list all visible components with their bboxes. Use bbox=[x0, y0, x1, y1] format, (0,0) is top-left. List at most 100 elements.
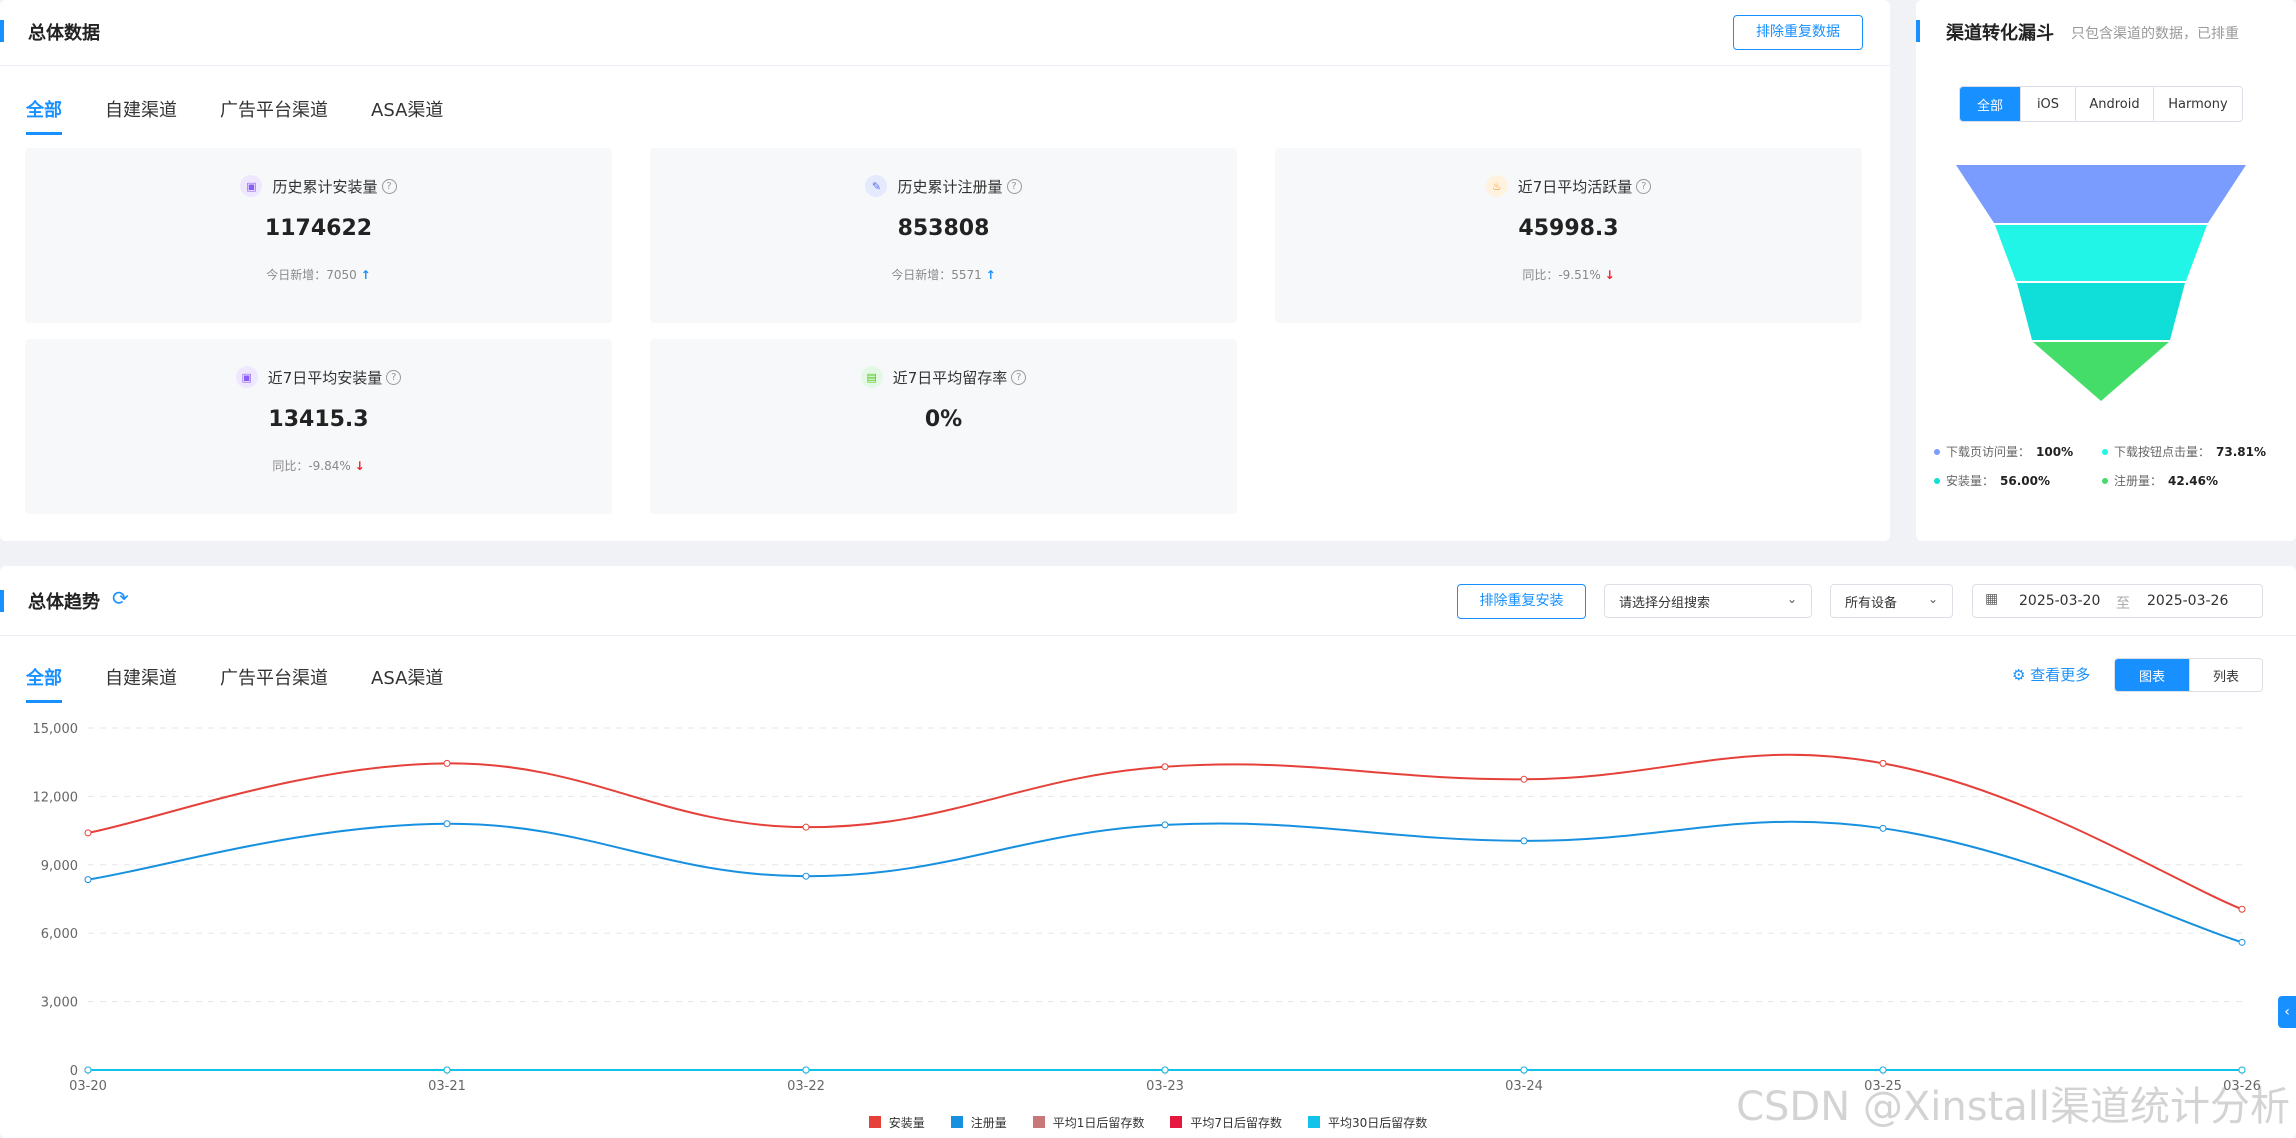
funnel-legend-installs: 安装量： 56.00% bbox=[1934, 472, 2050, 489]
tab-ad-platform[interactable]: 广告平台渠道 bbox=[220, 100, 328, 121]
data-point bbox=[443, 759, 451, 767]
help-icon[interactable]: ? bbox=[1006, 178, 1022, 194]
date-range-picker[interactable]: ▦ 2025-03-20 至 2025-03-26 bbox=[1972, 584, 2263, 618]
help-icon[interactable]: ? bbox=[386, 369, 402, 385]
card-value: 13415.3 bbox=[268, 407, 369, 432]
trend-panel: 总体趋势 ⟳ 排除重复安装 请选择分组搜索 ⌄ 所有设备 ⌄ ▦ 2025-03… bbox=[0, 566, 2296, 1138]
platform-tabs: 全部 iOS Android Harmony bbox=[1959, 86, 2243, 122]
stat-card-avg-retention: ▤ 近7日平均留存率 ? 0% bbox=[650, 339, 1237, 514]
data-point bbox=[1879, 759, 1887, 767]
legend-dot bbox=[1934, 448, 1940, 455]
legend-item-2[interactable]: 平均1日后留存数 bbox=[1032, 1114, 1144, 1131]
card-sub: 同比：-9.51% ↓ bbox=[1522, 268, 1615, 282]
card-label: 历史累计安装量 bbox=[272, 177, 378, 196]
data-point bbox=[1520, 1066, 1528, 1074]
platform-tab-harmony[interactable]: Harmony bbox=[2168, 96, 2228, 112]
legend-item-1[interactable]: 注册量 bbox=[950, 1114, 1007, 1131]
edit-icon: ✎ bbox=[865, 175, 888, 197]
device-select[interactable]: 所有设备 ⌄ bbox=[1830, 584, 1953, 618]
card-sub: 今日新增：5571 ↑ bbox=[891, 268, 996, 282]
legend-item-0[interactable]: 安装量 bbox=[868, 1114, 925, 1131]
trend-title: 总体趋势 bbox=[28, 592, 100, 613]
arrow-up-icon: ↑ bbox=[360, 268, 371, 282]
funnel-legend-registrations: 注册量： 42.46% bbox=[2102, 472, 2218, 489]
chevron-down-icon: ⌄ bbox=[1786, 592, 1797, 606]
trend-tabs: 全部 自建渠道 广告平台渠道 ASA渠道 bbox=[26, 664, 486, 703]
data-point bbox=[2238, 938, 2246, 946]
dedupe-install-button[interactable]: 排除重复安装 bbox=[1457, 584, 1586, 619]
install-icon: ▣ bbox=[240, 175, 263, 197]
data-point bbox=[2238, 905, 2246, 913]
title-accent-bar bbox=[0, 20, 4, 42]
data-point bbox=[443, 1066, 451, 1074]
legend-label: 注册量 bbox=[970, 1116, 1007, 1130]
data-point bbox=[84, 1066, 92, 1074]
data-point bbox=[802, 872, 810, 880]
platform-tab-ios[interactable]: iOS bbox=[2021, 87, 2076, 121]
funnel-level-3 bbox=[2017, 283, 2185, 340]
legend-item-4[interactable]: 平均30日后留存数 bbox=[1308, 1114, 1427, 1131]
gear-icon: ⚙ bbox=[2012, 666, 2026, 684]
view-more-link[interactable]: ⚙ 查看更多 bbox=[2012, 666, 2091, 684]
card-label: 历史累计注册量 bbox=[897, 177, 1003, 196]
data-point bbox=[802, 823, 810, 831]
tab-ad-platform[interactable]: 广告平台渠道 bbox=[220, 668, 328, 689]
card-value: 45998.3 bbox=[1518, 216, 1619, 241]
funnel-title: 渠道转化漏斗 bbox=[1946, 23, 2054, 44]
tab-all[interactable]: 全部 bbox=[26, 664, 62, 703]
date-separator: 至 bbox=[2116, 596, 2130, 612]
help-icon[interactable]: ? bbox=[381, 178, 397, 194]
title-accent-bar bbox=[1916, 20, 1920, 42]
y-tick-label: 15,000 bbox=[33, 722, 79, 737]
overview-panel: 总体数据 排除重复数据 全部 自建渠道 广告平台渠道 ASA渠道 ▣ 历史累计安… bbox=[0, 0, 1890, 541]
tab-self-built[interactable]: 自建渠道 bbox=[105, 668, 177, 689]
x-tick-label: 03-20 bbox=[69, 1079, 107, 1094]
group-select[interactable]: 请选择分组搜索 ⌄ bbox=[1604, 584, 1812, 618]
card-label: 近7日平均留存率 bbox=[892, 368, 1008, 387]
date-end[interactable]: 2025-03-26 bbox=[2147, 593, 2229, 609]
legend-swatch bbox=[950, 1116, 963, 1128]
refresh-icon[interactable]: ⟳ bbox=[112, 586, 129, 610]
legend-dot bbox=[2102, 448, 2108, 455]
tab-asa[interactable]: ASA渠道 bbox=[371, 100, 444, 121]
date-start[interactable]: 2025-03-20 bbox=[2019, 593, 2101, 609]
card-sub: 今日新增：7050 ↑ bbox=[266, 268, 371, 282]
legend-label: 平均7日后留存数 bbox=[1190, 1116, 1283, 1130]
install-icon: ▣ bbox=[235, 366, 258, 388]
funnel-panel: 渠道转化漏斗 只包含渠道的数据，已排重 全部 iOS Android Harmo… bbox=[1916, 0, 2296, 541]
help-icon[interactable]: ? bbox=[1636, 178, 1652, 194]
tab-all[interactable]: 全部 bbox=[26, 96, 62, 135]
funnel-level-2 bbox=[1995, 225, 2207, 281]
legend-label: 平均30日后留存数 bbox=[1328, 1116, 1428, 1130]
title-accent-bar bbox=[0, 590, 4, 612]
card-value: 853808 bbox=[897, 216, 990, 241]
trend-header: 总体趋势 ⟳ 排除重复安装 请选择分组搜索 ⌄ 所有设备 ⌄ ▦ 2025-03… bbox=[0, 566, 2296, 636]
funnel-subtitle: 只包含渠道的数据，已排重 bbox=[2071, 26, 2239, 42]
dedupe-data-button[interactable]: 排除重复数据 bbox=[1733, 15, 1863, 50]
tab-self-built[interactable]: 自建渠道 bbox=[105, 100, 177, 121]
platform-tab-all[interactable]: 全部 bbox=[1960, 87, 2021, 121]
tab-asa[interactable]: ASA渠道 bbox=[371, 668, 444, 689]
stat-card-avg-installs: ▣ 近7日平均安装量 ? 13415.3 同比：-9.84% ↓ bbox=[25, 339, 612, 514]
overview-title: 总体数据 bbox=[28, 23, 100, 44]
card-label: 近7日平均活跃量 bbox=[1517, 177, 1633, 196]
card-value: 0% bbox=[924, 407, 963, 432]
chevron-left-icon[interactable]: ‹ bbox=[2278, 996, 2296, 1028]
view-chart-button[interactable]: 图表 bbox=[2115, 659, 2190, 691]
chevron-down-icon: ⌄ bbox=[1927, 592, 1938, 606]
help-icon[interactable]: ? bbox=[1011, 369, 1027, 385]
data-point bbox=[1520, 837, 1528, 845]
view-list-button[interactable]: 列表 bbox=[2212, 669, 2239, 685]
card-label: 近7日平均安装量 bbox=[267, 368, 383, 387]
data-point bbox=[84, 876, 92, 884]
y-tick-label: 12,000 bbox=[33, 790, 79, 805]
stat-card-total-registrations: ✎ 历史累计注册量 ? 853808 今日新增：5571 ↑ bbox=[650, 148, 1237, 323]
platform-tab-android[interactable]: Android bbox=[2076, 87, 2154, 121]
legend-item-3[interactable]: 平均7日后留存数 bbox=[1170, 1114, 1282, 1131]
series-line-0 bbox=[87, 753, 2243, 911]
y-tick-label: 6,000 bbox=[41, 927, 78, 942]
funnel-graphic bbox=[1956, 165, 2246, 401]
x-tick-label: 03-24 bbox=[1505, 1079, 1543, 1094]
y-tick-label: 3,000 bbox=[41, 996, 78, 1011]
